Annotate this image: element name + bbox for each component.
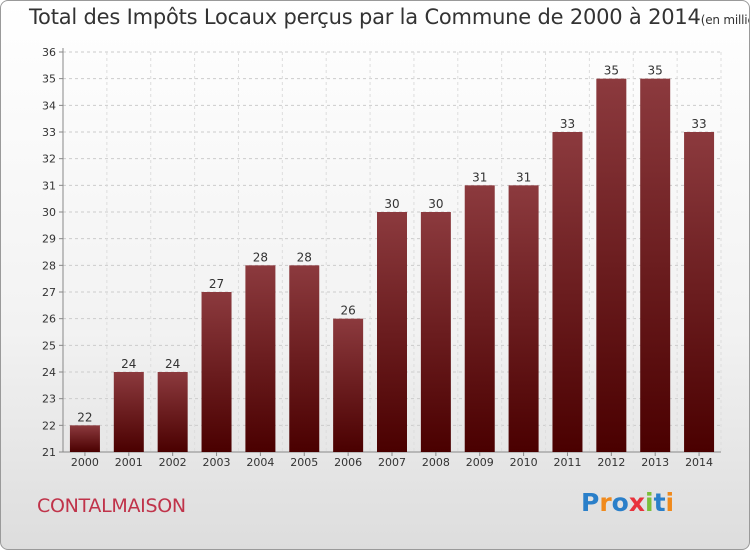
data-label: 35 (648, 64, 663, 78)
x-tick-label: 2001 (115, 456, 143, 469)
data-label: 31 (472, 170, 487, 184)
y-tick-label: 26 (42, 313, 56, 326)
x-tick-label: 2011 (553, 456, 581, 469)
x-tick-label: 2006 (334, 456, 362, 469)
bars (69, 78, 715, 453)
bar-2004 (245, 265, 276, 452)
data-label: 30 (428, 197, 443, 211)
data-label: 31 (516, 170, 531, 184)
y-tick-label: 29 (42, 233, 56, 246)
x-tick-label: 2009 (466, 456, 494, 469)
data-label: 24 (121, 357, 136, 371)
data-label: 35 (604, 64, 619, 78)
chart-title-unit: (en milliers d'€) (700, 13, 749, 27)
data-label: 33 (560, 117, 575, 131)
bar-2000 (69, 425, 100, 452)
y-tick-label: 28 (42, 259, 56, 272)
data-label: 28 (297, 250, 312, 264)
x-tick-label: 2000 (71, 456, 99, 469)
x-tick-label: 2003 (203, 456, 231, 469)
y-tick-label: 35 (42, 73, 56, 86)
data-label: 33 (691, 117, 706, 131)
x-tick-label: 2010 (510, 456, 538, 469)
bar-2011 (552, 132, 583, 452)
logo-letter: t (653, 488, 666, 517)
bar-2014 (684, 132, 715, 452)
bar-2005 (289, 265, 320, 452)
bar-2001 (113, 372, 144, 452)
x-tick-label: 2007 (378, 456, 406, 469)
bar-2009 (464, 185, 495, 453)
y-tick-label: 34 (42, 99, 56, 112)
logo-letter: P (581, 488, 600, 517)
y-tick-label: 23 (42, 393, 56, 406)
x-tick-label: 2012 (597, 456, 625, 469)
x-tick-label: 2014 (685, 456, 713, 469)
y-tick-label: 30 (42, 206, 56, 219)
data-label: 26 (340, 304, 355, 318)
y-tick-label: 36 (42, 46, 56, 59)
bar-2008 (420, 212, 451, 452)
commune-name: CONTALMAISON (37, 495, 186, 517)
x-tick-label: 2004 (246, 456, 274, 469)
data-label: 27 (209, 277, 224, 291)
x-tick-label: 2008 (422, 456, 450, 469)
y-tick-label: 32 (42, 153, 56, 166)
bar-2012 (596, 78, 627, 453)
bar-2003 (201, 292, 232, 452)
y-tick-label: 33 (42, 126, 56, 139)
chart-title: Total des Impôts Locaux perçus par la Co… (29, 5, 749, 29)
logo-letter: i (645, 488, 654, 517)
proxiti-logo: Proxiti (581, 488, 674, 517)
y-tick-label: 21 (42, 446, 56, 459)
data-label: 22 (77, 410, 92, 424)
x-tick-label: 2013 (641, 456, 669, 469)
bar-2002 (157, 372, 188, 452)
bar-2007 (377, 212, 407, 452)
logo-letter: o (611, 488, 629, 517)
data-label: 30 (384, 197, 399, 211)
y-tick-label: 25 (42, 339, 56, 352)
logo-letter: x (628, 488, 645, 517)
logo-letter: i (665, 488, 675, 517)
y-tick-label: 24 (42, 366, 56, 379)
bar-2010 (508, 185, 539, 453)
x-tick-label: 2005 (290, 456, 318, 469)
data-label: 24 (165, 357, 180, 371)
bar-2013 (640, 78, 671, 453)
data-label: 28 (253, 250, 268, 264)
data-labels: 22 24 24 27 28 28 26 30 30 31 31 33 35 35 33 (77, 64, 706, 425)
x-tick-label: 2002 (159, 456, 187, 469)
bar-2006 (333, 318, 364, 452)
y-tick-label: 27 (42, 286, 56, 299)
logo-letter: r (599, 488, 612, 517)
y-tick-label: 22 (42, 419, 56, 432)
y-tick-label: 31 (42, 179, 56, 192)
chart-title-text: Total des Impôts Locaux perçus par la Co… (29, 5, 701, 29)
